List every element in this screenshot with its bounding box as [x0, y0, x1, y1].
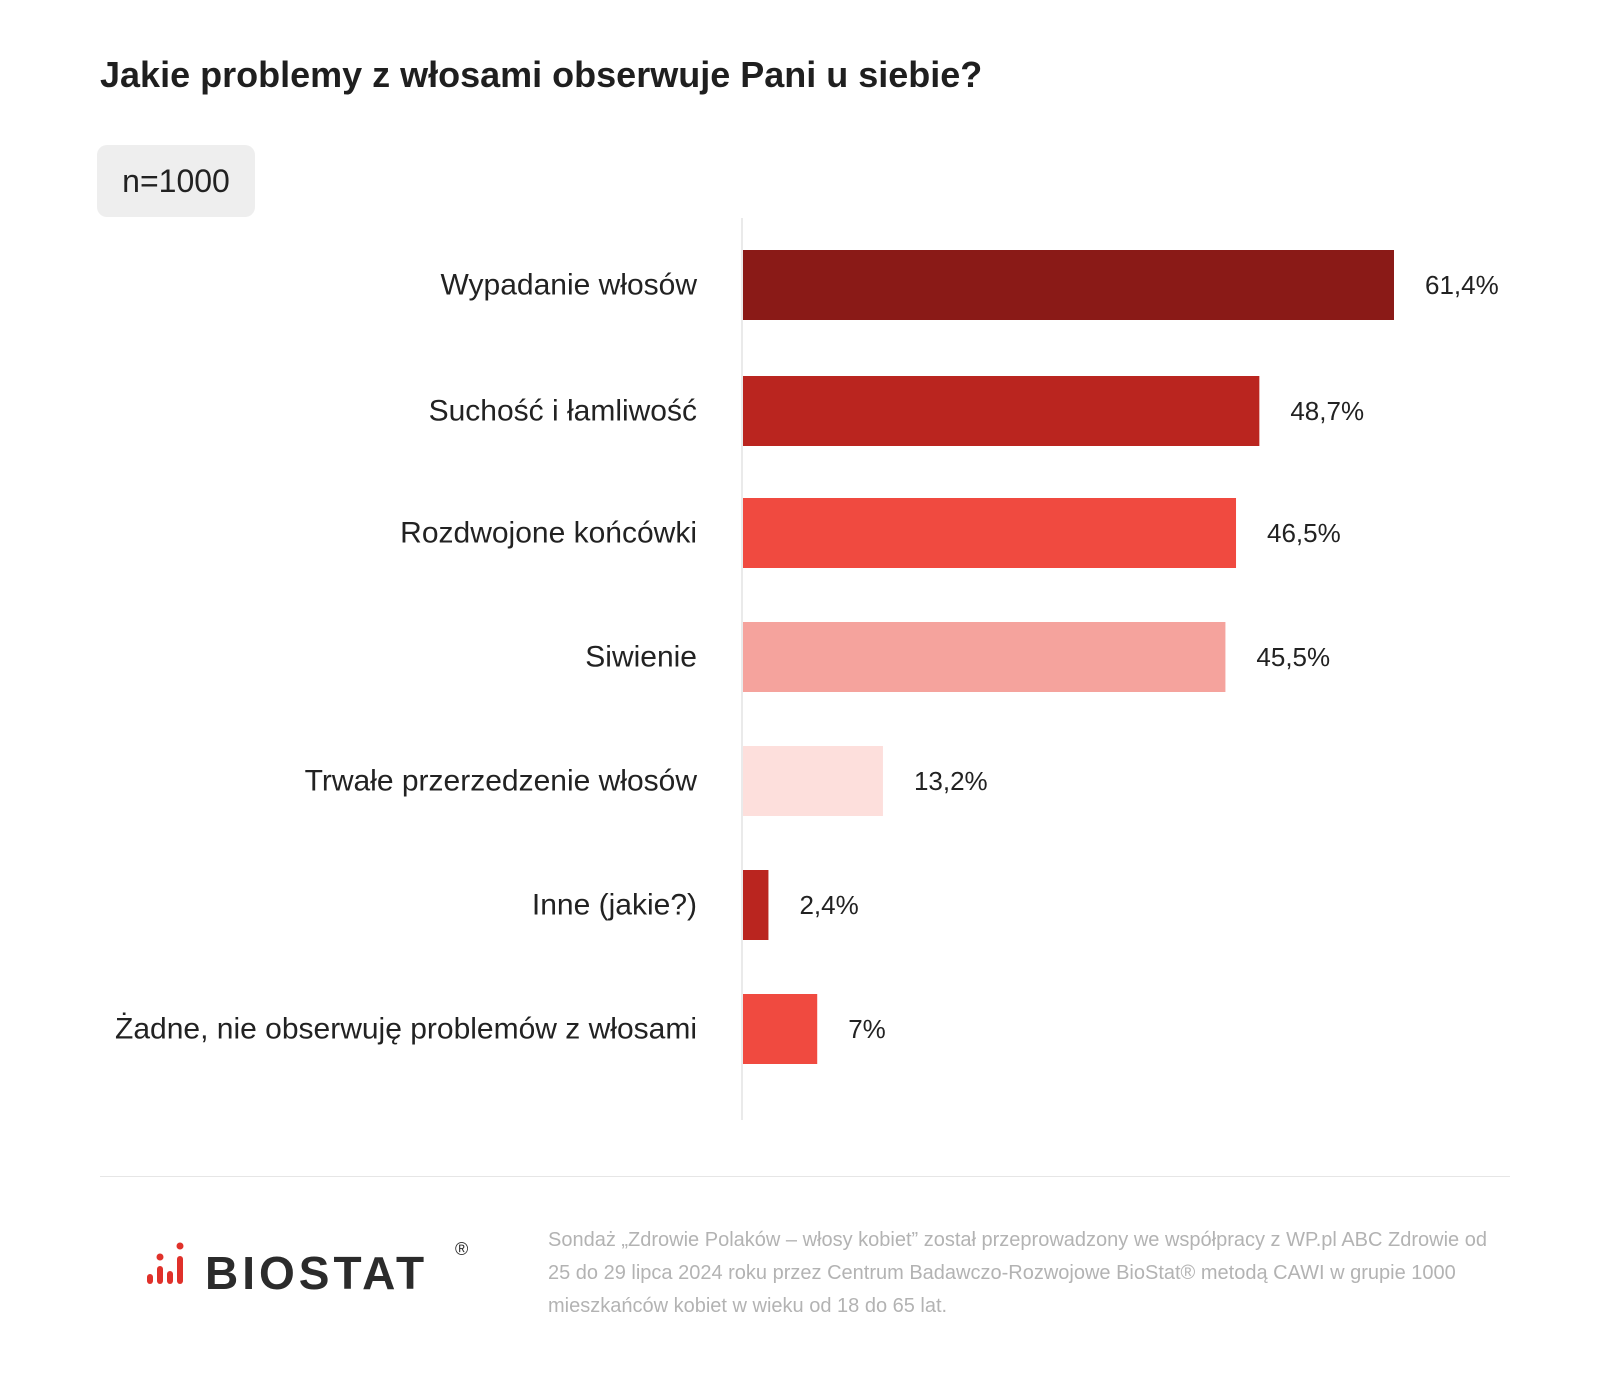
bar-1: [743, 250, 1394, 320]
brand-name: BIOSTAT: [205, 1247, 429, 1299]
bar-6: [743, 870, 769, 940]
biostat-logo-icon: [147, 1242, 184, 1284]
sample-size-badge: n=1000: [97, 145, 255, 217]
footer-divider: [100, 1176, 1510, 1177]
bar-7: [743, 994, 818, 1064]
value-label-2: 48,7%: [1290, 396, 1364, 426]
methodology-note: Sondaż „Zdrowie Polaków – włosy kobiet” …: [548, 1229, 1487, 1317]
bar-2: [743, 376, 1260, 446]
bar-4: [743, 622, 1226, 692]
bar-3: [743, 498, 1237, 568]
value-label-6: 2,4%: [799, 890, 858, 920]
category-label-5: Trwałe przerzedzenie włosów: [305, 765, 698, 798]
value-label-4: 45,5%: [1256, 642, 1330, 672]
registered-mark: ®: [455, 1239, 469, 1259]
category-label-7: Żadne, nie obserwuję problemów z włosami: [115, 1013, 697, 1046]
category-label-2: Suchość i łamliwość: [429, 395, 697, 428]
value-label-7: 7%: [848, 1014, 886, 1044]
value-label-3: 46,5%: [1267, 518, 1341, 548]
category-label-4: Siwienie: [585, 641, 697, 674]
value-label-1: 61,4%: [1425, 270, 1499, 300]
bar-chart: Wypadanie włosów 61,4% Suchość i łamliwość…: [115, 218, 1499, 1120]
value-label-5: 13,2%: [914, 766, 988, 796]
category-label-3: Rozdwojone końcówki: [400, 517, 697, 550]
category-label-6: Inne (jakie?): [532, 889, 697, 922]
bar-5: [743, 746, 883, 816]
chart-title: Jakie problemy z włosami obserwuje Pani …: [100, 54, 983, 95]
category-label-1: Wypadanie włosów: [440, 269, 697, 302]
